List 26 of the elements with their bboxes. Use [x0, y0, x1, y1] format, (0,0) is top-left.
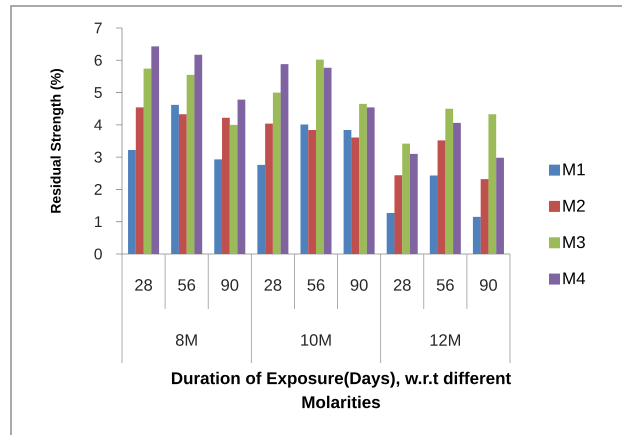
x-tick-label: 28	[135, 279, 152, 291]
x-axis-title: Duration of Exposure(Days), w.r.t different Molarities	[172, 372, 511, 408]
legend-label: M4	[563, 272, 586, 284]
legend-label: M3	[563, 236, 585, 248]
text: 10M	[301, 334, 331, 346]
y-tick-label: 2	[94, 184, 102, 195]
text: 12M	[430, 334, 460, 346]
x-tick-label: 90	[480, 279, 497, 291]
y-tick-label: 3	[94, 152, 102, 163]
y-tick-label: 0	[94, 248, 102, 260]
text: 8M	[176, 334, 197, 346]
x-tick-label: 28	[264, 279, 282, 291]
x-tick-label: 56	[436, 279, 454, 291]
x-tick-label: 28	[394, 279, 411, 291]
y-tick-label: 6	[94, 54, 102, 66]
legend-label: M1	[563, 164, 585, 176]
x-tick-label: 90	[221, 279, 238, 291]
x-tick-label: 56	[307, 279, 324, 291]
y-tick-label: 1	[95, 216, 102, 228]
y-tick-label: 5	[94, 87, 102, 98]
y-axis-title: Residual Strength (%)	[50, 68, 64, 213]
legend-label: M2	[563, 200, 585, 212]
x-tick-label: 56	[178, 279, 196, 291]
y-tick-label: 4	[94, 120, 102, 130]
y-tick-label: 7	[94, 22, 102, 34]
x-tick-label: 90	[350, 279, 368, 291]
